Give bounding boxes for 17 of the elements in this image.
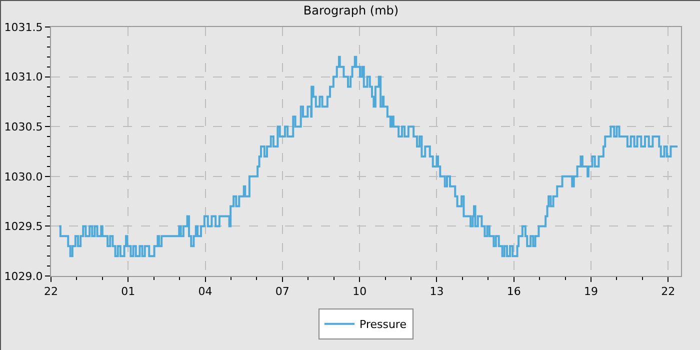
x-tick-label: 22 [661, 285, 676, 298]
x-tick-label: 10 [352, 285, 367, 298]
y-tick-label: 1029.5 [4, 220, 43, 234]
x-tick-label: 07 [275, 285, 290, 298]
x-tick-label: 01 [121, 285, 136, 298]
legend-label: Pressure [360, 318, 407, 332]
chart-title: Barograph (mb) [303, 4, 399, 18]
x-tick-label: 04 [198, 285, 212, 298]
y-tick-label: 1029.0 [4, 270, 43, 283]
x-tick-label: 19 [584, 285, 598, 298]
y-tick-label: 1031.0 [4, 70, 43, 84]
x-tick-label: 22 [44, 285, 58, 298]
y-tick-label: 1030.5 [4, 120, 43, 134]
x-tick-label: 13 [430, 285, 444, 298]
y-tick-label: 1031.5 [4, 20, 43, 34]
y-tick-label: 1030.0 [4, 170, 43, 184]
x-tick-label: 16 [506, 285, 521, 298]
